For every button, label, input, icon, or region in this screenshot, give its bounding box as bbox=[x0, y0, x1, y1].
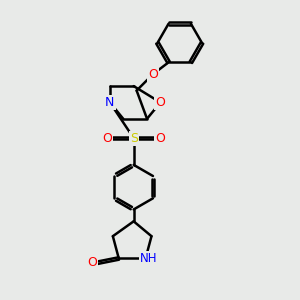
Text: O: O bbox=[102, 132, 112, 145]
Text: NH: NH bbox=[140, 252, 157, 265]
Text: O: O bbox=[87, 256, 97, 269]
Text: O: O bbox=[155, 132, 165, 145]
Text: S: S bbox=[130, 132, 138, 145]
Text: O: O bbox=[155, 96, 165, 109]
Text: N: N bbox=[105, 96, 115, 109]
Text: O: O bbox=[148, 68, 158, 81]
